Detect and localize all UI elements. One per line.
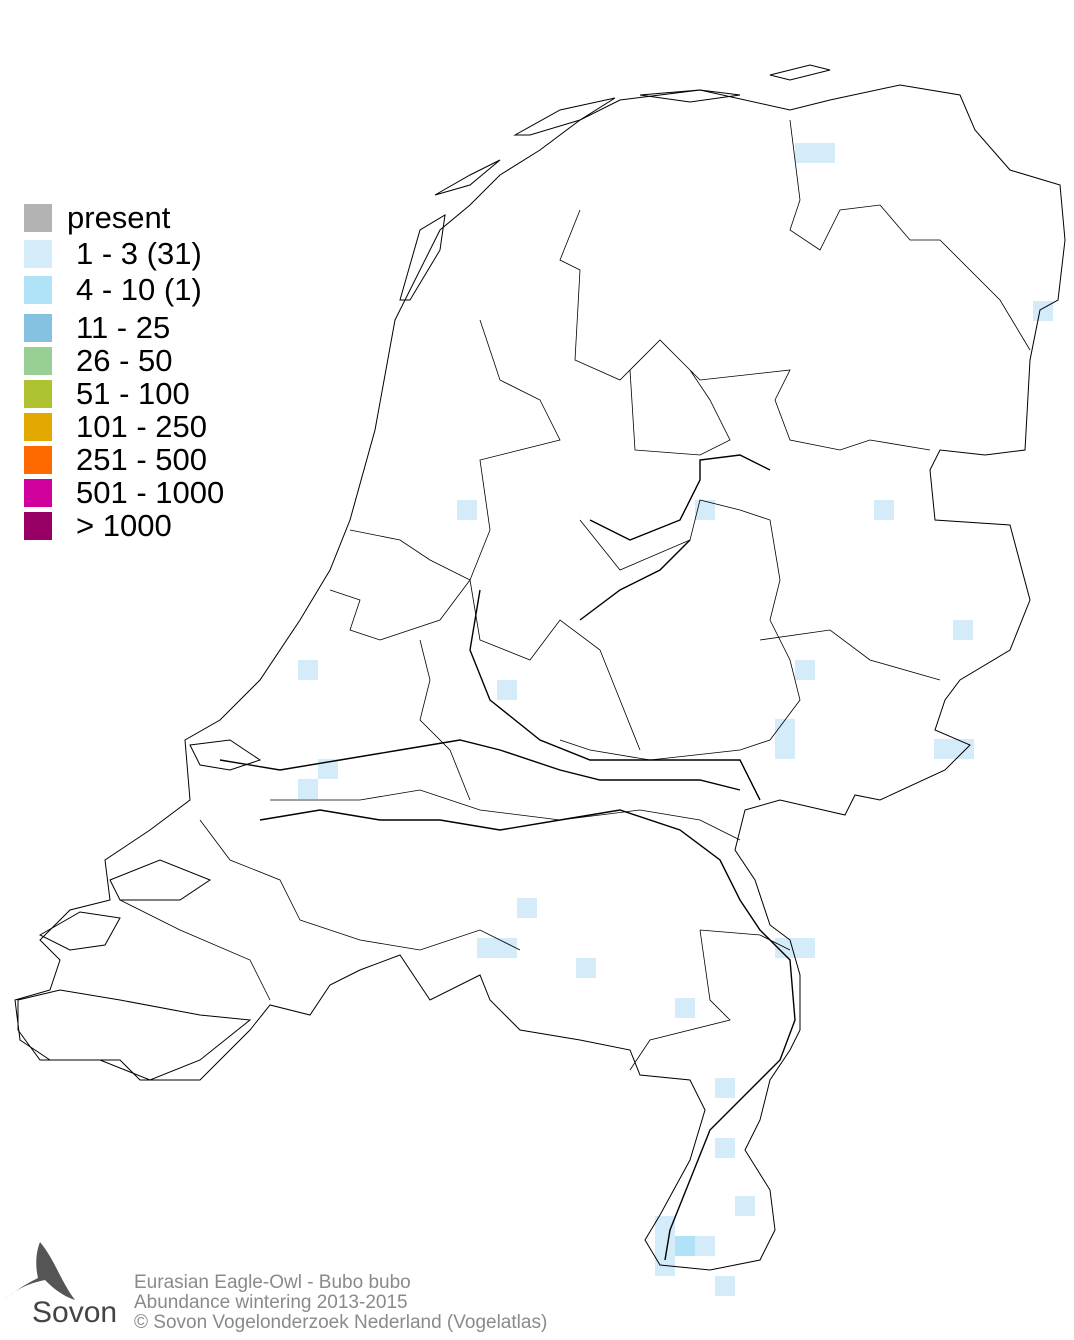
legend-item: 11 - 25 [24,312,170,343]
wadden-islands [399,64,831,301]
legend-item: 501 - 1000 [24,477,224,508]
legend-label: 501 - 1000 [76,475,225,510]
abundance-cell [715,1078,735,1098]
legend-item: 26 - 50 [24,345,173,376]
abundance-cell [775,938,815,958]
legend-swatch [24,276,52,304]
sovon-swallow-logo [2,1242,75,1302]
legend-swatch [24,204,52,232]
legend-label: 26 - 50 [76,343,173,378]
legend-swatch [24,347,52,375]
legend-swatch [24,479,52,507]
legend-item: 101 - 250 [24,411,207,442]
abundance-cell [675,1236,695,1256]
logo-text: Sovon [32,1296,118,1329]
map-outlines [14,64,1066,1271]
abundance-cell [715,1276,735,1296]
legend-label: 1 - 3 (31) [76,236,202,271]
legend-swatch [24,413,52,441]
legend-swatch [24,512,52,540]
abundance-cell [497,680,517,700]
legend-label: present [67,200,171,235]
abundance-cell [457,500,477,520]
abundance-cell [477,938,517,958]
province-borders [119,119,1031,1071]
map-caption: Eurasian Eagle-Owl - Bubo bubo Abundance… [134,1273,547,1333]
rivers [219,454,796,1261]
abundance-cell [517,898,537,918]
abundance-cell [934,739,974,759]
legend-label: 51 - 100 [76,376,190,411]
abundance-cell [795,660,815,680]
zeeland-islands [17,739,262,1081]
species-title: Eurasian Eagle-Owl - Bubo bubo [134,1272,411,1293]
abundance-cell [715,1138,735,1158]
abundance-cell [735,1196,755,1216]
abundance-cell [695,1236,715,1256]
legend-swatch [24,380,52,408]
legend-item: 51 - 100 [24,378,190,409]
abundance-cell [576,958,596,978]
abundance-cell [298,660,318,680]
abundance-cell [695,500,715,520]
legend-item: 4 - 10 (1) [24,274,202,305]
legend-label: > 1000 [76,508,172,543]
country-outline [14,84,1066,1271]
legend-item: 251 - 500 [24,444,207,475]
legend-item: 1 - 3 (31) [24,238,202,269]
abundance-cell [318,759,338,779]
abundance-cell [298,779,318,799]
map-subtitle: Abundance wintering 2013-2015 [134,1292,408,1313]
legend-label: 251 - 500 [76,442,207,477]
abundance-cell [874,500,894,520]
legend-label: 101 - 250 [76,409,207,444]
abundance-cell [795,143,835,163]
copyright: © Sovon Vogelonderzoek Nederland (Vogela… [134,1312,548,1333]
abundance-cell [953,620,973,640]
abundance-cell [675,998,695,1018]
legend-swatch [24,240,52,268]
legend-item: present [24,202,170,233]
abundance-cell [775,719,795,759]
abundance-cells [298,143,1053,1296]
legend-label: 11 - 25 [76,310,171,345]
legend-item: > 1000 [24,510,172,541]
legend-label: 4 - 10 (1) [76,272,202,307]
legend-swatch [24,314,52,342]
legend-swatch [24,446,52,474]
